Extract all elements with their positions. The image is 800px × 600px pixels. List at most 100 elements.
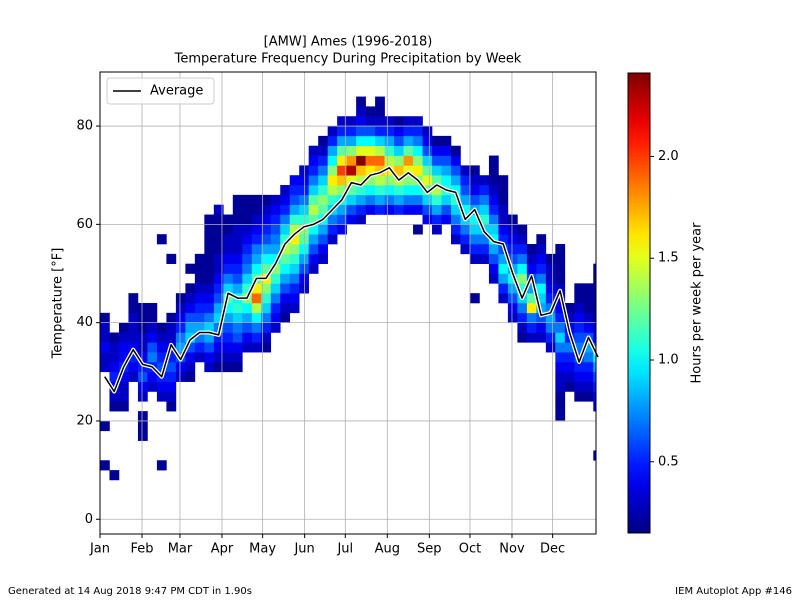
heat-cell [536, 332, 547, 343]
heat-cell [432, 214, 442, 225]
heat-cell [156, 391, 167, 402]
heat-cell [450, 165, 461, 176]
heat-cell [147, 352, 158, 363]
heat-cell [384, 116, 395, 127]
heat-cell [526, 332, 537, 343]
heat-cell [384, 185, 395, 196]
heat-cell [156, 381, 167, 392]
heat-cell [109, 401, 120, 412]
heat-cell [289, 185, 300, 196]
heat-cell [432, 135, 442, 147]
heat-cell [593, 322, 596, 333]
heat-cell [137, 411, 148, 422]
heat-cell [242, 224, 253, 235]
heat-cell [356, 204, 366, 215]
heat-cell [375, 106, 385, 117]
heat-cell [555, 273, 566, 284]
heat-cell [365, 165, 376, 176]
heat-cell [403, 145, 414, 156]
heat-cell [337, 155, 347, 166]
heat-cell [204, 332, 215, 343]
heat-cell [469, 234, 480, 245]
heat-cell [232, 204, 243, 215]
heat-cell [422, 165, 433, 176]
heat-cell [204, 234, 215, 245]
heat-cell [318, 244, 328, 255]
heat-cell [318, 204, 328, 215]
heat-cell [545, 312, 556, 323]
heat-cell [403, 135, 414, 147]
heat-cell [194, 273, 205, 284]
heat-cell [337, 135, 347, 147]
heat-cell [194, 303, 205, 314]
heat-cell [204, 361, 215, 373]
heat-cell [450, 145, 461, 156]
heat-cell [232, 361, 243, 373]
heat-cell [574, 293, 585, 304]
heat-cell [498, 273, 509, 284]
heat-cell [583, 352, 594, 363]
heat-cell [422, 194, 433, 206]
heat-cell [593, 381, 596, 392]
heat-cell [232, 332, 243, 343]
heat-cell [384, 204, 395, 215]
heat-cell [450, 234, 461, 245]
heat-cell [261, 283, 272, 294]
heat-cell [289, 224, 300, 235]
heat-cell [574, 332, 585, 343]
heat-cell [166, 322, 177, 333]
heat-cell [128, 293, 139, 304]
heat-cell [574, 391, 585, 402]
heat-cell [166, 381, 177, 392]
heat-cell [422, 145, 433, 156]
heat-cell [574, 361, 585, 373]
heat-cell [204, 273, 215, 284]
heat-cell [242, 283, 253, 294]
heat-cell [356, 214, 366, 225]
heat-cell [555, 401, 566, 412]
heat-cell [299, 165, 309, 176]
heat-cell [536, 244, 547, 255]
heat-cell [337, 204, 347, 215]
heat-cell [479, 175, 490, 186]
heat-cell [356, 116, 366, 127]
heat-cell [327, 175, 338, 186]
heat-cell [403, 175, 414, 186]
heat-cell [479, 204, 490, 215]
heat-cell [479, 185, 490, 196]
heat-cell [280, 283, 291, 294]
heat-cell [261, 244, 272, 255]
colorbar-tick-label: 2.0 [658, 149, 679, 164]
heat-cell [147, 332, 158, 343]
heat-cell [251, 263, 262, 274]
heat-cell [555, 303, 566, 314]
heat-cell [517, 224, 528, 235]
heat-cell [204, 322, 215, 333]
legend-label: Average [150, 84, 203, 99]
heat-cell [384, 145, 395, 156]
heat-cell [498, 263, 509, 274]
heat-cell [394, 204, 404, 215]
heat-cell [375, 126, 385, 137]
heat-cell [488, 194, 499, 206]
heat-cell [289, 234, 300, 245]
heat-cell [280, 312, 291, 323]
heat-cell [204, 214, 215, 225]
heat-cell [308, 145, 319, 156]
heat-cell [413, 116, 423, 127]
heat-cell [118, 342, 129, 353]
heat-cell [365, 155, 376, 166]
heat-cell [156, 460, 167, 471]
heat-cell [574, 283, 585, 294]
heat-cell [498, 253, 509, 264]
heat-cell [175, 322, 186, 333]
heat-cell [479, 244, 490, 255]
heat-cell [394, 135, 404, 147]
heat-cell [583, 381, 594, 392]
heat-cell [460, 194, 471, 206]
heat-cell [583, 371, 594, 382]
heat-cell [299, 253, 309, 264]
heat-cell [251, 303, 262, 314]
heat-cell [479, 253, 490, 264]
